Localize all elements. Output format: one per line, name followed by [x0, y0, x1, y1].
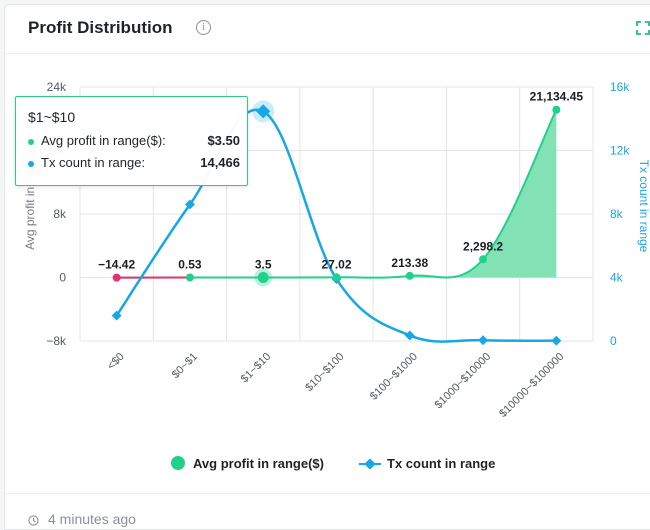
x-tick-label: <$0 — [105, 351, 127, 373]
avg-profit-point — [406, 272, 414, 280]
avg-profit-point — [113, 274, 121, 282]
y-left-tick-label: 0 — [59, 271, 66, 285]
y-right-tick-label: 8k — [610, 207, 624, 221]
tooltip-avg-label: Avg profit in range($): — [41, 133, 166, 148]
avg-profit-data-label: 3.5 — [255, 257, 272, 271]
x-tick-label: $1000~$10000 — [433, 351, 494, 412]
legend-tx-label: Tx count in range — [387, 456, 495, 471]
y-left-tick-label: −8k — [46, 334, 67, 348]
y-left-tick-label: 8k — [53, 207, 67, 221]
tx-count-point — [405, 330, 415, 340]
avg-profit-point — [333, 273, 341, 281]
y-right-tick-label: 4k — [610, 271, 624, 285]
tooltip-tx-label: Tx count in range: — [41, 155, 145, 170]
y-right-tick-label: 16k — [610, 80, 630, 94]
legend-tx-marker-icon — [364, 458, 375, 469]
avg-profit-data-label: 2,298.2 — [463, 239, 503, 253]
tooltip-tx-row: Tx count in range: 14,466 — [28, 155, 240, 173]
tx-count-point — [551, 336, 561, 346]
y-left-tick-label: 24k — [47, 80, 67, 94]
x-tick-label: $100~$1000 — [368, 351, 420, 403]
legend-avg-label: Avg profit in range($) — [193, 456, 324, 471]
tooltip-tx-value: 14,466 — [200, 155, 240, 170]
avg-profit-data-label: 27.02 — [321, 257, 351, 271]
avg-profit-point — [186, 273, 194, 281]
y-right-tick-label: 0 — [610, 334, 617, 348]
avg-profit-data-label: 21,134.45 — [530, 90, 584, 104]
avg-profit-point — [258, 272, 269, 283]
avg-profit-point — [552, 106, 560, 114]
avg-profit-data-label: 0.53 — [178, 257, 202, 271]
tooltip-avg-value: $3.50 — [207, 133, 240, 148]
y-right-tick-label: 12k — [610, 144, 630, 158]
avg-dot-icon — [28, 139, 34, 145]
avg-profit-data-label: 213.38 — [391, 256, 428, 270]
tx-dot-icon — [28, 161, 34, 167]
tooltip-avg-row: Avg profit in range($): $3.50 — [28, 133, 240, 151]
avg-profit-point — [479, 255, 487, 263]
x-tick-label: $0~$1 — [170, 351, 200, 381]
tooltip-title: $1~$10 — [28, 109, 75, 125]
x-tick-label: $10~$100 — [303, 351, 346, 394]
avg-profit-data-label: −14.42 — [98, 258, 135, 272]
y-right-axis-title: Tx count in range — [637, 160, 650, 253]
legend-avg-icon — [171, 456, 185, 470]
x-tick-label: $10000~$100000 — [497, 351, 566, 420]
x-tick-label: $1~$10 — [239, 351, 274, 386]
chart-tooltip: $1~$10 Avg profit in range($): $3.50 Tx … — [15, 96, 248, 186]
tx-count-point — [478, 335, 488, 345]
